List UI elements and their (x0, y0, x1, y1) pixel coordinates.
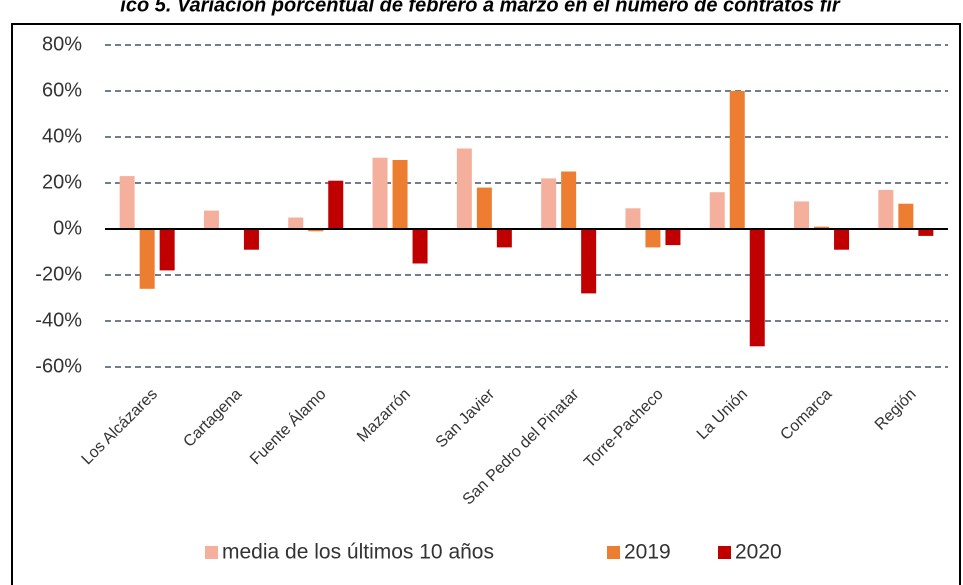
legend-label: media de los últimos 10 años (222, 541, 494, 564)
bar (794, 201, 810, 229)
x-tick-label: Comarca (777, 386, 835, 444)
x-tick-label: La Unión (694, 386, 751, 443)
x-tick-label: Torre-Pacheco (581, 386, 667, 472)
bar (328, 180, 344, 229)
bar (412, 229, 428, 264)
legend-swatch (205, 546, 218, 559)
bar (645, 229, 661, 248)
y-tick-label: 60% (42, 79, 82, 101)
y-tick-label: 40% (42, 125, 82, 147)
legend-label: 2020 (735, 541, 782, 564)
bar (918, 229, 934, 236)
bar (561, 171, 577, 229)
bar (541, 178, 557, 229)
x-tick-label: Fuente Álamo (246, 384, 330, 468)
bar (288, 217, 304, 229)
bar (729, 91, 745, 229)
legend-swatch (607, 546, 620, 559)
y-tick-label: -20% (35, 263, 82, 285)
bar (665, 229, 681, 246)
x-tick-label: San Javier (433, 385, 499, 451)
bar (834, 229, 850, 250)
bar (139, 229, 155, 289)
y-tick-label: 80% (42, 33, 82, 55)
y-tick-label: -40% (35, 309, 82, 331)
x-tick-label: Cartagena (180, 386, 245, 451)
bar (749, 229, 765, 347)
bar (625, 208, 641, 229)
legend-swatch (718, 546, 731, 559)
x-tick-label: Mazarrón (354, 386, 414, 446)
bar (392, 160, 408, 229)
chart-title: ico 5. Variación porcentual de febrero a… (120, 0, 841, 16)
y-tick-label: 0% (53, 217, 82, 239)
x-tick-label: Los Alcázares (79, 386, 161, 468)
bar (476, 187, 492, 229)
bar (814, 226, 830, 229)
bar (898, 203, 914, 229)
bar (203, 210, 219, 229)
bar (496, 229, 512, 248)
bar (119, 176, 135, 229)
bar (308, 229, 324, 232)
bar (878, 189, 894, 229)
bar (456, 148, 472, 229)
y-tick-label: 20% (42, 171, 82, 193)
legend-label: 2019 (624, 541, 671, 564)
chart-frame (11, 23, 961, 585)
x-tick-label: Región (872, 386, 920, 434)
y-tick-label: -60% (35, 355, 82, 377)
bar (709, 192, 725, 229)
bar (243, 229, 259, 250)
bar (372, 157, 388, 229)
bar (159, 229, 175, 271)
bar (581, 229, 597, 294)
